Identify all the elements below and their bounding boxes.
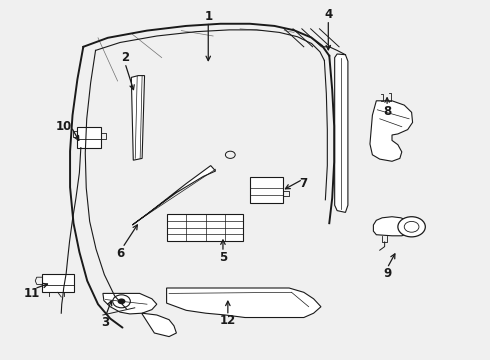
Text: 1: 1	[204, 10, 212, 23]
Bar	[167, 214, 243, 241]
Text: 8: 8	[383, 105, 391, 118]
Polygon shape	[167, 288, 321, 318]
FancyBboxPatch shape	[42, 274, 74, 292]
Text: 4: 4	[324, 8, 332, 21]
FancyBboxPatch shape	[77, 127, 101, 148]
Text: 3: 3	[101, 316, 109, 329]
Circle shape	[398, 217, 425, 237]
Circle shape	[113, 295, 130, 308]
Text: 9: 9	[383, 267, 391, 280]
Polygon shape	[335, 54, 348, 212]
Text: 11: 11	[24, 287, 40, 300]
Circle shape	[404, 221, 419, 232]
Text: 12: 12	[220, 314, 236, 327]
Text: 10: 10	[55, 120, 72, 132]
Bar	[250, 177, 283, 203]
Circle shape	[118, 298, 125, 304]
Text: 2: 2	[121, 51, 129, 64]
Polygon shape	[131, 76, 145, 160]
Polygon shape	[132, 166, 216, 225]
Text: 5: 5	[219, 251, 227, 264]
Polygon shape	[103, 293, 157, 314]
Polygon shape	[142, 313, 176, 337]
Text: 7: 7	[300, 177, 308, 190]
Polygon shape	[370, 101, 413, 161]
Polygon shape	[373, 217, 412, 236]
Text: 6: 6	[116, 247, 124, 260]
